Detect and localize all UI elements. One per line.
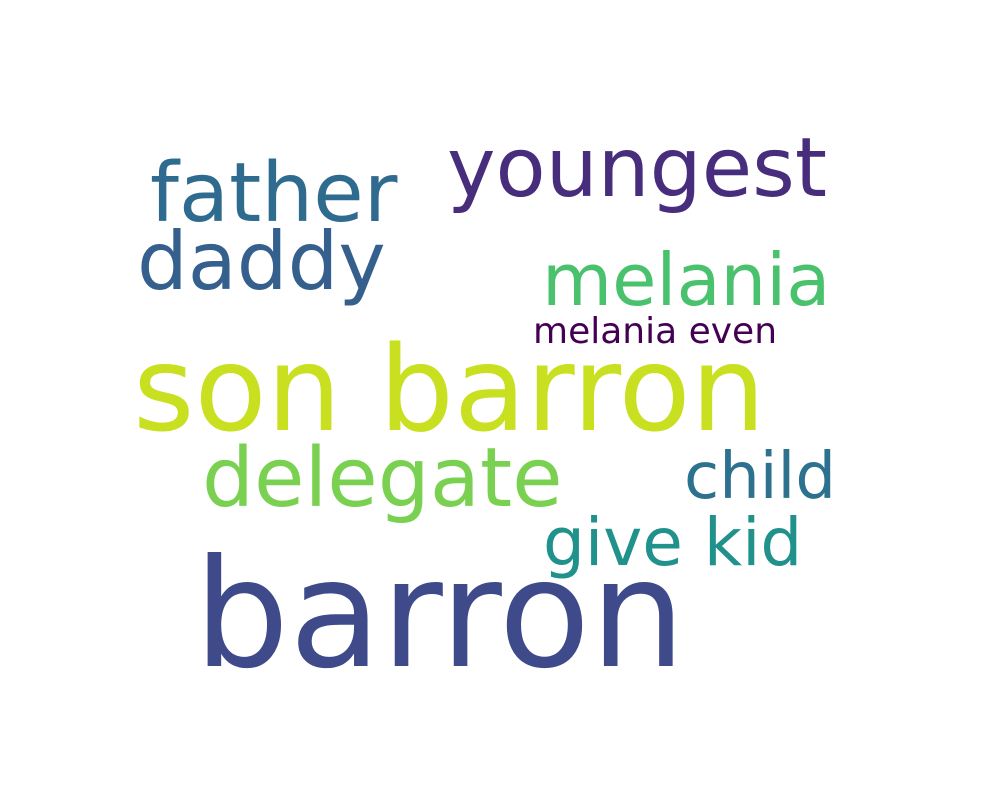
word-daddy: daddy: [137, 215, 386, 308]
word-father: father: [150, 146, 398, 241]
word-son-barron: son barron: [133, 320, 766, 458]
word-melania-even: melania even: [533, 311, 778, 352]
word-child: child: [684, 440, 836, 514]
word-youngest: youngest: [447, 121, 828, 216]
word-give-kid: give kid: [543, 504, 803, 581]
word-melania: melania: [542, 238, 831, 322]
word-barron: barron: [194, 528, 686, 702]
word-delegate: delegate: [202, 431, 563, 526]
